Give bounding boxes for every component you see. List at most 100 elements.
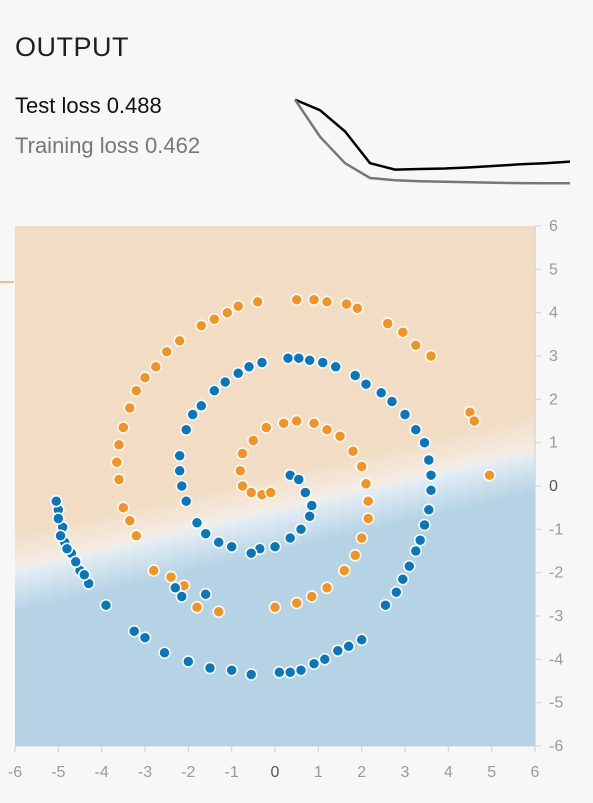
x-tick-label: 0 (271, 764, 280, 781)
blue-data-point (422, 453, 436, 467)
orange-data-point (236, 479, 249, 493)
blue-data-point (424, 468, 438, 482)
blue-data-point (244, 546, 258, 560)
y-tick-label: -3 (549, 608, 563, 625)
background-strip (483, 226, 497, 746)
x-tick-label: 4 (444, 764, 453, 781)
blue-data-point (305, 499, 319, 512)
training-loss-curve (293, 98, 570, 185)
background-strip (327, 226, 341, 746)
orange-data-point (396, 325, 410, 339)
x-tick-label: 2 (357, 764, 366, 781)
blue-data-point (294, 663, 308, 677)
x-tick-label: -1 (225, 764, 239, 781)
orange-data-point (112, 473, 126, 486)
background-strip (184, 226, 198, 746)
blue-data-point (203, 661, 217, 675)
blue-data-point (398, 408, 412, 421)
blue-data-point (179, 423, 193, 436)
y-tick-label: 1 (549, 435, 558, 452)
orange-data-point (348, 549, 362, 562)
blue-data-point (307, 657, 321, 670)
hidden-layer-link-stub (0, 281, 14, 283)
blue-data-point (138, 631, 152, 644)
background-strip (28, 226, 42, 746)
orange-data-point (340, 297, 353, 311)
x-tick-label: 5 (487, 764, 496, 781)
blue-data-point (69, 555, 82, 569)
background-strip (314, 226, 328, 746)
orange-data-point (117, 421, 130, 434)
blue-data-point (374, 386, 388, 400)
background-strip (132, 226, 146, 746)
background-strip (392, 226, 406, 746)
blue-data-point (54, 529, 67, 543)
blue-data-point (283, 531, 297, 545)
background-strip (262, 226, 276, 746)
blue-data-point (316, 356, 329, 369)
y-tick-label: 6 (549, 218, 558, 235)
orange-data-point (231, 299, 245, 313)
background-strip (119, 226, 133, 746)
x-tick-label: -6 (8, 764, 22, 781)
background-strip (340, 226, 354, 746)
orange-data-point (110, 455, 124, 469)
background-strip (93, 226, 107, 746)
y-tick-label: 2 (549, 391, 558, 408)
blue-data-point (173, 464, 186, 478)
orange-data-point (483, 468, 496, 482)
blue-data-point (175, 590, 189, 603)
orange-data-point (221, 306, 234, 319)
orange-data-point (173, 334, 186, 348)
x-tick-label: 6 (531, 764, 540, 781)
blue-data-point (208, 384, 221, 397)
orange-data-point (195, 319, 208, 332)
orange-data-point (117, 501, 130, 514)
x-tick-label: -2 (181, 764, 195, 781)
training-loss-label: Training loss 0.462 (15, 133, 201, 158)
orange-data-point (320, 581, 334, 595)
x-tick-label: -4 (95, 764, 109, 781)
orange-data-point (234, 464, 247, 478)
background-strip (444, 226, 458, 746)
blue-data-point (292, 351, 306, 365)
blue-data-point (303, 510, 316, 523)
background-strip (522, 226, 536, 746)
orange-data-point (244, 486, 258, 499)
blue-data-point (418, 436, 431, 449)
orange-data-point (149, 360, 163, 374)
background-strip (145, 226, 159, 746)
y-tick-label: -6 (549, 738, 563, 755)
orange-data-point (236, 447, 249, 460)
orange-data-point (164, 570, 178, 584)
plot-axes: 6 5 4 3 2 1 0 -1 -2 -3 -4 -5 -6 -6 -5 -4 -3 -2 -1 0 1 2 3 4 5 6 (8, 218, 563, 781)
blue-data-point (348, 369, 362, 382)
blue-data-point (385, 395, 399, 408)
test-loss-curve (294, 98, 570, 171)
orange-data-point (123, 514, 137, 527)
blue-data-point (218, 375, 232, 389)
background-strip (106, 226, 120, 746)
orange-data-point (260, 421, 273, 434)
background-strip (80, 226, 94, 746)
orange-data-point (351, 302, 364, 315)
orange-data-point (361, 512, 375, 525)
blue-data-point (212, 536, 225, 549)
blue-data-point (169, 581, 182, 595)
orange-data-point (160, 345, 173, 358)
blue-data-point (186, 408, 199, 421)
background-strip (15, 226, 29, 746)
blue-data-point (390, 585, 403, 599)
y-tick-label: -5 (549, 695, 563, 712)
blue-data-point (418, 518, 431, 532)
blue-data-point (78, 568, 91, 582)
blue-data-point (273, 666, 286, 679)
background-strip (405, 226, 419, 746)
background-strip (54, 226, 68, 746)
y-tick-label: -1 (549, 521, 563, 538)
orange-data-point (320, 295, 334, 309)
blue-data-point (413, 533, 427, 547)
orange-data-point (290, 596, 303, 610)
orange-data-point (268, 601, 282, 614)
blue-data-point (329, 360, 342, 374)
